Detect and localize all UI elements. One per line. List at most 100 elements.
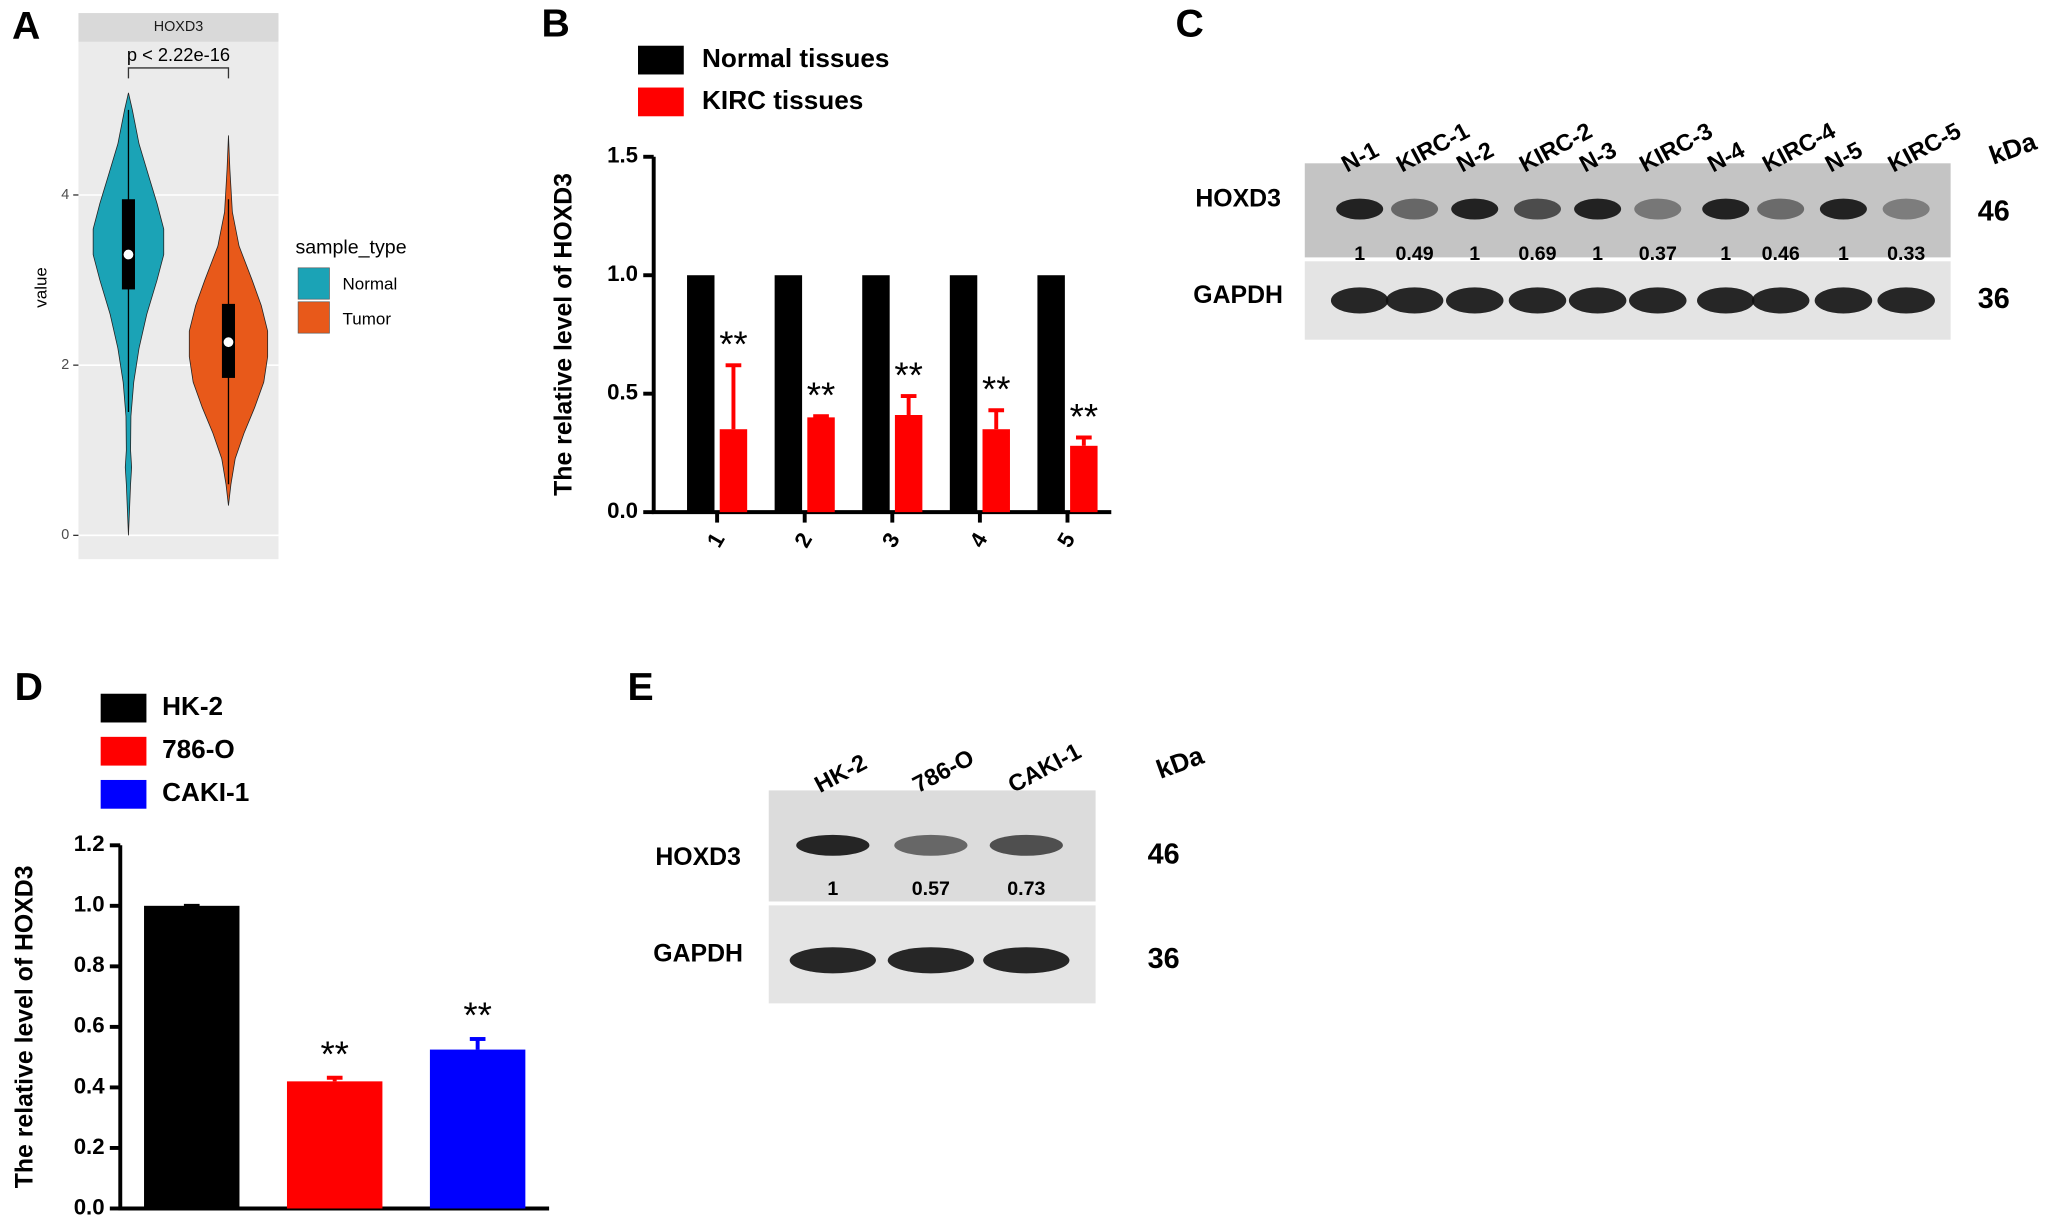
- control-band: [1629, 287, 1687, 314]
- band: [1336, 198, 1384, 220]
- quantification: 1: [1838, 243, 1849, 265]
- kda-value: 36: [1978, 283, 2010, 315]
- bar: [774, 275, 803, 513]
- bar: [286, 1081, 383, 1209]
- bar: [894, 415, 923, 513]
- legend-label: KIRC tissues: [702, 85, 863, 115]
- y-axis-label: The relative level of HOXD3: [550, 173, 577, 496]
- significance: **: [320, 1034, 348, 1075]
- legend-key: [297, 267, 330, 300]
- control-band: [1445, 287, 1504, 314]
- panel-label: C: [1176, 2, 1204, 45]
- control-band: [1508, 287, 1567, 314]
- band: [989, 834, 1063, 856]
- legend-label: 786-O: [162, 734, 235, 764]
- y-axis-label: value: [31, 267, 50, 308]
- row-label: GAPDH: [653, 941, 743, 968]
- y-tick-label: 0.0: [607, 498, 638, 523]
- bar: [949, 275, 978, 513]
- control-band: [1568, 287, 1627, 314]
- legend-key: [297, 301, 330, 334]
- panel-label: A: [12, 5, 40, 48]
- kda-value: 46: [1978, 196, 2010, 228]
- y-tick-label: 1.0: [607, 261, 638, 286]
- y-tick-label: 0.6: [74, 1013, 105, 1038]
- quantification: 0.49: [1396, 243, 1434, 265]
- box: [121, 199, 135, 290]
- strip: [78, 13, 279, 42]
- bar: [982, 429, 1010, 513]
- kda-value: 46: [1148, 838, 1180, 870]
- bar: [429, 1049, 526, 1209]
- y-tick-label: 1.2: [74, 831, 105, 856]
- bar: [687, 275, 715, 513]
- control-band: [1814, 287, 1873, 314]
- legend-key: [100, 736, 147, 766]
- significance: **: [807, 375, 835, 416]
- y-tick-label: 0.2: [74, 1134, 105, 1159]
- lane-label: HK-2: [810, 749, 871, 798]
- row-label: HOXD3: [655, 844, 741, 871]
- row-label: HOXD3: [1195, 185, 1281, 212]
- band: [1882, 198, 1930, 220]
- lane-label: CAKI-1: [1004, 738, 1085, 798]
- legend-label: HK-2: [162, 691, 223, 721]
- y-tick-label: 1.0: [74, 892, 105, 917]
- bar: [144, 905, 240, 1209]
- band: [1451, 198, 1499, 220]
- x-tick-label: 2: [789, 528, 817, 551]
- bar: [1037, 275, 1065, 513]
- panel-label: D: [15, 666, 43, 709]
- legend-label: Tumor: [343, 310, 392, 329]
- control-band: [887, 947, 975, 974]
- control-band: [1330, 287, 1389, 314]
- quantification: 0.37: [1639, 243, 1677, 265]
- band: [894, 834, 968, 856]
- bar: [1070, 445, 1098, 513]
- y-tick-label: 2: [61, 357, 69, 373]
- bar: [807, 417, 835, 513]
- control-band: [1751, 287, 1810, 314]
- control-band: [1697, 287, 1755, 314]
- quantification: 1: [827, 878, 838, 900]
- band: [1757, 198, 1805, 220]
- bar: [862, 275, 890, 513]
- x-tick-label: 3: [877, 528, 905, 551]
- significance: **: [982, 369, 1010, 410]
- legend-key: [100, 693, 147, 723]
- kda-header: kDa: [1152, 740, 1208, 785]
- band: [1391, 198, 1439, 220]
- quantification: 0.33: [1887, 243, 1925, 265]
- y-tick-label: 0.5: [607, 380, 638, 405]
- significance: **: [894, 354, 922, 395]
- quantification: 1: [1592, 243, 1603, 265]
- quantification: 0.73: [1007, 878, 1045, 900]
- legend-key: [100, 779, 147, 809]
- band: [796, 834, 870, 856]
- band: [1634, 198, 1682, 220]
- x-tick-label: 4: [965, 528, 993, 552]
- p-value: p < 2.22e-16: [127, 44, 230, 65]
- quantification: 0.57: [912, 878, 950, 900]
- band: [1574, 198, 1622, 220]
- lane-label: 786-O: [908, 744, 978, 798]
- y-tick-label: 0.8: [74, 952, 105, 977]
- significance: **: [463, 995, 491, 1036]
- x-tick-label: 5: [1052, 528, 1080, 551]
- quantification: 1: [1720, 243, 1731, 265]
- control-band: [983, 947, 1070, 974]
- strip-title: HOXD3: [154, 19, 204, 35]
- legend-label: Normal: [343, 274, 398, 293]
- control-band: [789, 947, 876, 974]
- kda-header: kDa: [1985, 126, 2041, 171]
- row-label: GAPDH: [1193, 282, 1283, 309]
- bar: [719, 429, 748, 513]
- legend-key: [638, 87, 684, 117]
- band: [1513, 198, 1562, 220]
- quantification: 1: [1354, 243, 1365, 265]
- y-axis-label: The relative level of HOXD3: [12, 865, 39, 1188]
- legend-label: CAKI-1: [162, 777, 249, 807]
- control-band: [1385, 287, 1444, 314]
